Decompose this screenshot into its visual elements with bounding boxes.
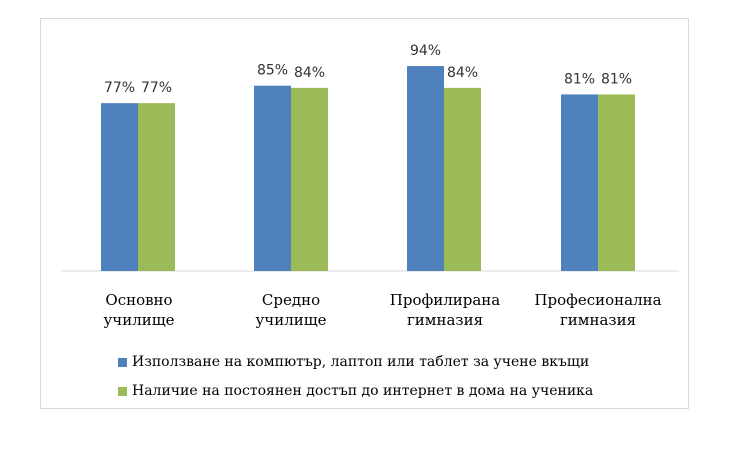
bar-s1-c0 <box>138 103 175 271</box>
bars-group <box>101 66 635 271</box>
bar-label-s0-c3: 81% <box>564 71 595 87</box>
legend-item-0: Използване на компютър, лаптоп или табле… <box>118 354 589 370</box>
legend-label-1: Наличие на постоянен достъп до интернет … <box>132 383 594 399</box>
bar-label-s0-c2: 94% <box>410 43 441 59</box>
category-label-1: Средно училище <box>255 291 327 329</box>
category-label-2: Профилирана гимназия <box>389 291 501 329</box>
legend-label-0: Използване на компютър, лаптоп или табле… <box>132 354 590 370</box>
legend-item-1: Наличие на постоянен достъп до интернет … <box>118 383 593 399</box>
legend-swatch-1 <box>118 386 127 396</box>
bar-s0-c0 <box>101 103 138 271</box>
bar-labels-group: 77% 85% 94% 81% 77% 84% 84% 81% <box>104 43 632 96</box>
bar-label-s1-c2: 84% <box>447 65 478 81</box>
bar-s1-c1 <box>291 87 328 271</box>
bar-s0-c3 <box>561 94 598 271</box>
bar-label-s0-c0: 77% <box>104 80 135 96</box>
bar-label-s0-c1: 85% <box>257 63 288 79</box>
category-label-0: Основно училище <box>103 291 175 329</box>
bar-s0-c2 <box>407 66 444 271</box>
bar-s1-c2 <box>444 87 481 271</box>
bar-s0-c1 <box>254 85 291 271</box>
category-label-3: Професионална гимназия <box>534 291 662 329</box>
bar-label-s1-c3: 81% <box>601 71 632 87</box>
bar-label-s1-c1: 84% <box>294 65 325 81</box>
legend-swatch-0 <box>118 357 127 367</box>
bar-label-s1-c0: 77% <box>141 80 172 96</box>
bar-s1-c3 <box>598 94 635 271</box>
